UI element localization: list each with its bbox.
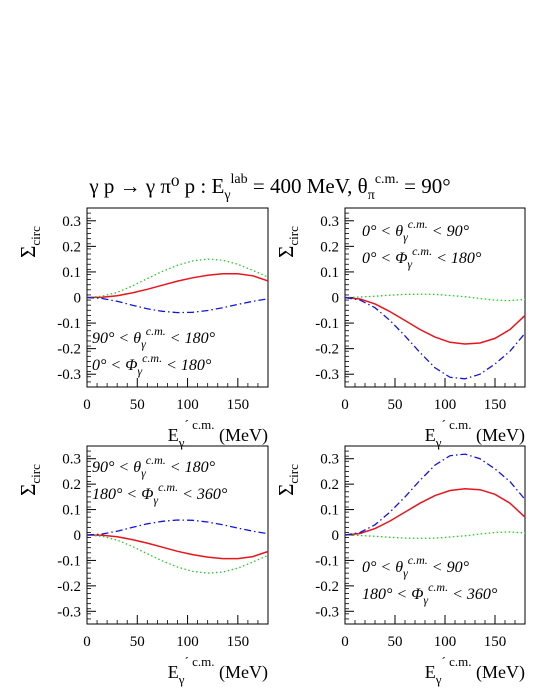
chart-panel-top-right: -0.3 -0.2 -0.1 0 0.1 0.2 0.3 0 50 100 150 0° < θγc.… [274, 207, 526, 450]
series-line-dotted [344, 531, 526, 539]
y-tick-label: 0.3 [62, 452, 81, 468]
panel-annotation: 90° < θγc.m. < 180° [92, 324, 216, 351]
x-tick-label: 0 [83, 397, 91, 413]
y-tick-label: 0 [74, 291, 82, 307]
panel-annotation: 180° < Φγc.m. < 360° [92, 480, 228, 507]
x-tick-label: 50 [130, 397, 145, 413]
x-tick-label: 100 [176, 397, 199, 413]
series-line-solid [344, 296, 526, 345]
y-tick-label: 0.1 [62, 265, 81, 281]
y-axis-label: Σcirc [16, 226, 43, 258]
y-tick-label: 0.2 [62, 477, 81, 493]
y-tick-label: -0.3 [315, 604, 339, 620]
x-tick-label: 0 [341, 397, 349, 413]
y-tick-label: 0 [332, 528, 340, 544]
y-tick-label: 0.3 [320, 214, 339, 230]
series-line-solid [86, 534, 269, 560]
y-tick-label: 0.1 [320, 265, 339, 281]
y-tick-label: 0 [332, 291, 340, 307]
series-line-dashdot [86, 296, 269, 314]
series-line-dashdot [344, 296, 526, 380]
panel-annotation: 0° < Φγc.m. < 180° [92, 351, 212, 378]
x-tick-label: 150 [484, 397, 507, 413]
y-tick-label: -0.2 [315, 579, 339, 595]
series-line-dashdot [86, 519, 269, 536]
y-tick-label: 0.1 [62, 503, 81, 519]
series-line-solid [86, 272, 269, 299]
y-tick-label: -0.2 [315, 342, 339, 358]
y-tick-label: -0.1 [315, 316, 339, 332]
panel-annotation: 180° < Φγc.m. < 360° [362, 580, 498, 607]
figure-title: γ p → γ π⁰ p : Eγlab = 400 MeV, θπc.m. =… [88, 172, 450, 203]
y-tick-label: -0.1 [57, 553, 81, 569]
chart-panel-bottom-left: -0.3 -0.2 -0.1 0 0.1 0.2 0.3 0 50 100 150 90° < θγc… [16, 445, 269, 687]
x-tick-label: 50 [388, 634, 403, 650]
panel-annotation: 0° < θγc.m. < 90° [362, 217, 470, 244]
y-axis-label: Σcirc [16, 464, 43, 496]
y-tick-label: -0.3 [315, 367, 339, 383]
x-tick-label: 150 [484, 634, 507, 650]
series-line-dotted [86, 258, 269, 299]
x-tick-label: 50 [388, 397, 403, 413]
x-axis-label: Eγ´ c.m. (MeV) [168, 654, 268, 687]
y-tick-label: 0.2 [320, 239, 339, 255]
y-axis-label: Σcirc [274, 464, 301, 496]
y-tick-label: -0.1 [315, 553, 339, 569]
x-tick-label: 150 [227, 397, 250, 413]
chart-panel-top-left: -0.3 -0.2 -0.1 0 0.1 0.2 0.3 0 50 100 150 90° < θγc… [16, 207, 269, 450]
series-line-dotted [344, 293, 526, 302]
y-tick-label: 0.3 [320, 452, 339, 468]
y-tick-label: 0.3 [62, 214, 81, 230]
y-tick-label: -0.3 [57, 367, 81, 383]
panel-annotation: 0° < Φγc.m. < 180° [362, 244, 482, 271]
y-axis-label: Σcirc [274, 226, 301, 258]
x-axis-label: Eγ´ c.m. (MeV) [168, 417, 268, 450]
x-tick-label: 50 [130, 634, 145, 650]
x-tick-label: 0 [341, 634, 349, 650]
y-tick-label: 0.2 [320, 477, 339, 493]
y-tick-label: 0.2 [62, 239, 81, 255]
y-tick-label: 0.1 [320, 503, 339, 519]
y-tick-label: -0.2 [57, 579, 81, 595]
x-tick-label: 100 [434, 397, 457, 413]
x-tick-label: 100 [176, 634, 199, 650]
series-line-solid [344, 487, 526, 536]
x-axis-label: Eγ´ c.m. (MeV) [425, 417, 525, 450]
x-tick-label: 0 [83, 634, 91, 650]
y-tick-label: -0.2 [57, 342, 81, 358]
series-line-dashdot [344, 453, 526, 536]
series-line-dotted [86, 534, 269, 574]
y-tick-label: 0 [74, 528, 82, 544]
x-tick-label: 150 [227, 634, 250, 650]
panel-annotation: 0° < θγc.m. < 90° [362, 553, 470, 580]
panel-annotation: 90° < θγc.m. < 180° [92, 453, 216, 480]
y-tick-label: -0.3 [57, 604, 81, 620]
y-tick-label: -0.1 [57, 316, 81, 332]
x-tick-label: 100 [434, 634, 457, 650]
chart-panel-bottom-right: -0.3 -0.2 -0.1 0 0.1 0.2 0.3 0 50 100 150 0° < θγc.… [274, 445, 526, 687]
x-axis-label: Eγ´ c.m. (MeV) [425, 654, 525, 687]
